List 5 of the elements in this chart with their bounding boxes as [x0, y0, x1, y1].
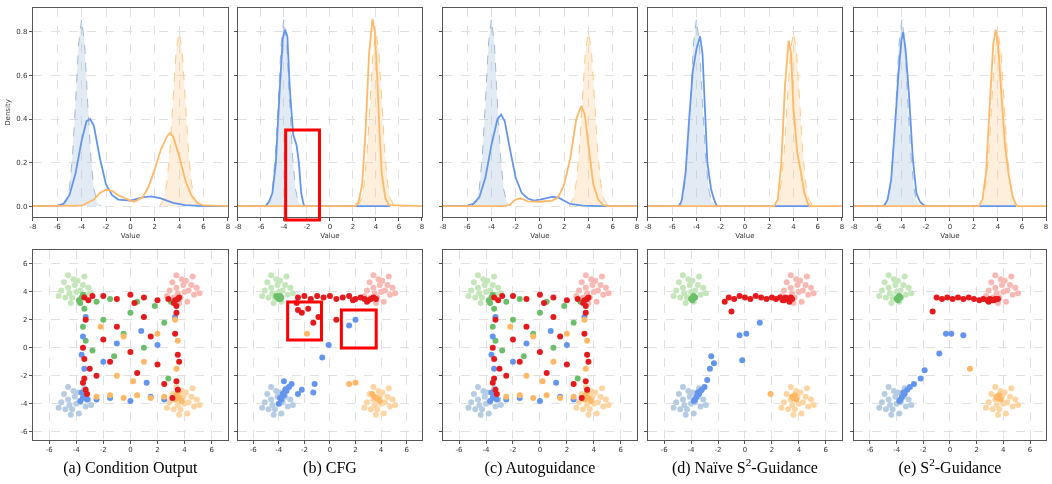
text: (d) Naïve S$^{2}$-Guidance [671, 456, 818, 478]
text: (e) S$^{2}$-Guidance [898, 456, 1002, 478]
text: (b) CFG [303, 459, 358, 478]
text: (c) Autoguidance [484, 459, 596, 478]
text: (a) Condition Output [63, 459, 199, 478]
